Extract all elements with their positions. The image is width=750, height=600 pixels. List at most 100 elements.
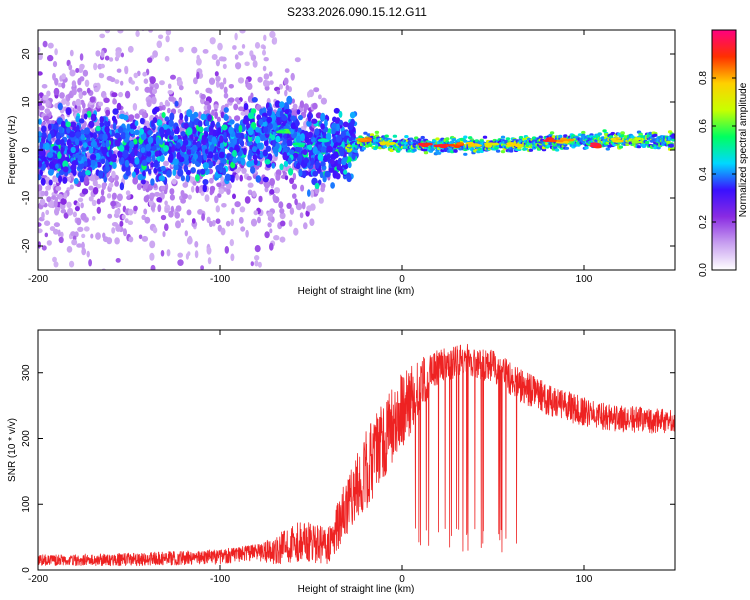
spectrogram-x-tick-label: 100 <box>576 274 593 285</box>
spectrogram-cell <box>156 40 163 49</box>
spectrogram-cell <box>77 197 84 203</box>
spectrogram-cell <box>108 182 114 188</box>
spectrogram-cell <box>43 115 50 122</box>
spectrogram-cell <box>217 42 223 51</box>
spectrogram-cell <box>215 59 220 67</box>
spectrogram-cell <box>171 178 177 185</box>
spectrogram-cell <box>250 108 257 114</box>
spectrogram-cell <box>671 135 675 139</box>
spectrogram-cell <box>190 167 196 174</box>
spectrogram-cell <box>174 211 180 219</box>
spectrogram-cell <box>79 53 84 61</box>
spectrogram-cell <box>101 146 108 155</box>
spectrogram-cell <box>272 140 276 148</box>
spectrogram-cell <box>219 142 225 149</box>
spectrogram-cell <box>325 132 332 141</box>
spectrogram-cell <box>226 183 232 190</box>
spectrogram-cell <box>90 233 94 239</box>
spectrogram-cell <box>211 109 215 116</box>
spectrogram-cell <box>62 166 69 173</box>
spectrogram-cell <box>548 139 559 143</box>
spectrogram-cell <box>269 80 274 85</box>
spectrogram-cell <box>38 228 43 234</box>
spectrogram-cell <box>117 202 122 208</box>
spectrogram-cell <box>55 186 62 191</box>
spectrogram-cell <box>282 151 288 161</box>
spectrogram-cell <box>60 231 64 238</box>
spectrogram-cell <box>289 149 295 155</box>
spectrogram-cell <box>134 157 140 165</box>
spectrogram-cell <box>166 170 172 178</box>
spectrogram-cell <box>180 190 185 197</box>
spectrogram-cell <box>158 175 165 182</box>
spectrogram-cell <box>234 54 239 60</box>
spectrogram-cell <box>61 73 66 80</box>
snr-x-tick-label: -100 <box>210 574 230 585</box>
spectrogram-cell <box>605 147 610 151</box>
spectrogram-cell <box>269 178 275 186</box>
spectrogram-cell <box>186 127 193 136</box>
spectrogram-cell <box>228 97 235 103</box>
spectrogram-cell <box>38 136 41 144</box>
spectrogram-cell <box>164 223 169 231</box>
spectrogram-cell <box>217 127 222 134</box>
spectrogram-cell <box>278 201 284 209</box>
spectrogram-cell <box>252 154 258 161</box>
spectrogram-cell <box>549 131 555 135</box>
spectrogram-cell <box>207 104 212 111</box>
spectrogram-cell <box>114 209 121 215</box>
spectrogram-cell <box>348 138 353 142</box>
spectrogram-cell <box>608 135 614 139</box>
spectrogram-cell <box>208 220 213 228</box>
spectrogram-cell <box>191 185 195 193</box>
spectrogram-cell <box>106 120 111 127</box>
spectrogram-cell <box>232 149 237 158</box>
spectrogram-cell <box>65 100 70 107</box>
spectrogram-cell <box>104 125 110 134</box>
spectrogram-cell <box>132 103 138 111</box>
spectrogram-cell <box>307 91 311 98</box>
spectrogram-cell <box>505 137 511 141</box>
spectrogram-cell <box>250 166 256 174</box>
spectrogram-cell <box>295 147 301 153</box>
spectrogram-cell <box>333 107 340 114</box>
spectrogram-cell <box>274 100 281 108</box>
spectrogram-cell <box>240 140 245 147</box>
spectrogram-cell <box>88 146 94 154</box>
spectrogram-cell <box>154 150 160 157</box>
spectrogram-cell <box>263 126 269 134</box>
spectrogram-cell <box>319 171 324 179</box>
spectrogram-cell <box>89 174 95 182</box>
spectrogram-cell <box>182 182 189 188</box>
spectrogram-cell <box>202 184 207 193</box>
spectrogram-cell <box>123 228 127 237</box>
spectrogram-cell <box>250 261 254 267</box>
spectrogram-cell <box>38 95 41 101</box>
spectrogram-cell <box>286 202 292 209</box>
spectrogram-cell <box>150 264 156 270</box>
spectrogram-cell <box>528 148 534 152</box>
spectrogram-cell <box>53 261 59 268</box>
spectrogram-cell <box>170 130 175 137</box>
spectrogram-cell <box>490 142 500 146</box>
spectrogram-cell <box>124 159 130 168</box>
spectrogram-cell <box>221 203 227 208</box>
spectrogram-cell <box>191 144 198 152</box>
spectrogram-cell <box>144 86 151 93</box>
spectrogram-cell <box>38 53 43 61</box>
spectrogram-cell <box>309 218 315 226</box>
spectrogram-cell <box>292 193 297 199</box>
spectrogram-cell <box>215 75 221 82</box>
spectrogram-cell <box>331 127 336 135</box>
spectrogram-cell <box>164 55 170 62</box>
spectrogram-cell <box>143 195 149 203</box>
spectrogram-cell <box>70 164 77 171</box>
spectrogram-cell <box>154 82 159 90</box>
spectrogram-cell <box>81 233 86 239</box>
snr-x-tick-label: 100 <box>576 574 593 585</box>
spectrogram-cell <box>37 21 41 28</box>
spectrogram-cell <box>39 198 46 206</box>
spectrogram-cell <box>284 68 290 73</box>
spectrogram-cell <box>52 145 59 151</box>
spectrogram-cell <box>54 77 59 86</box>
